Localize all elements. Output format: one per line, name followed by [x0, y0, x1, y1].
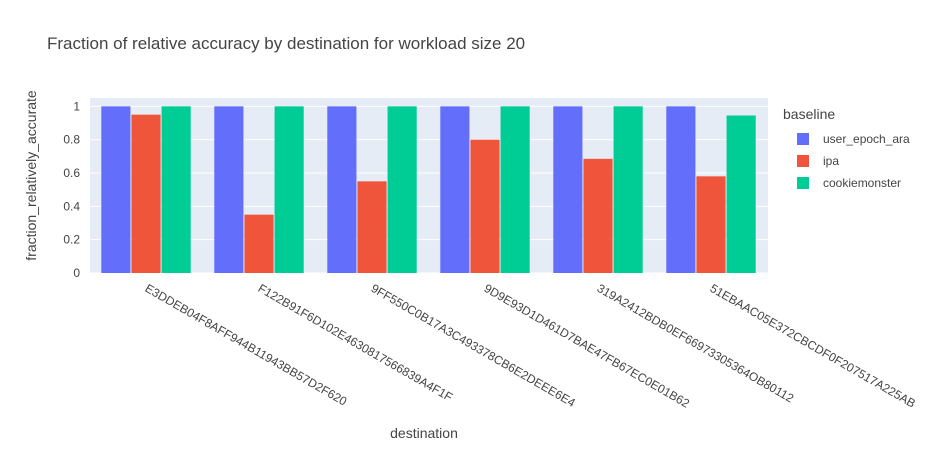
bar-cookiemonster[interactable] [274, 106, 304, 273]
bar-ipa[interactable] [696, 176, 726, 273]
x-axis-label: destination [390, 425, 458, 441]
plot-background [90, 98, 768, 273]
legend-title: baseline [783, 106, 836, 122]
bar-ipa[interactable] [357, 181, 387, 273]
legend-item-user-epoch-ara[interactable]: user_epoch_ara [783, 128, 910, 150]
legend-swatch [797, 133, 809, 145]
y-tick-label: 1 [73, 99, 80, 113]
y-tick-label: 0.8 [63, 133, 80, 147]
bar-user_epoch_ara[interactable] [553, 106, 583, 273]
y-axis-label: fraction_relatively_accurate [23, 90, 39, 261]
x-tick-label: 51EBAAC05E372CBCDF0F207517A225AB [708, 281, 918, 411]
grid-lines [90, 105, 768, 274]
chart-title: Fraction of relative accuracy by destina… [47, 34, 526, 53]
x-tick-label: 319A2412BDB0EF66973305364OB80112 [595, 281, 797, 406]
bar-cookiemonster[interactable] [500, 106, 530, 273]
legend-label: cookiemonster [823, 176, 902, 190]
x-tick-labels: E3DDEB04F8AFF944B11943BB57D2F620F122B91F… [143, 281, 918, 411]
legend-item-cookiemonster[interactable]: cookiemonster [783, 172, 910, 194]
bar-user_epoch_ara[interactable] [214, 106, 244, 273]
x-tick-label: F122B91F6D102E4630817566839A4F1F [256, 281, 455, 404]
bar-cookiemonster[interactable] [613, 106, 643, 273]
bar-user_epoch_ara[interactable] [440, 106, 470, 273]
bar-ipa[interactable] [131, 114, 161, 274]
x-tick-label: 9D9E93D1D461D7BAE47FB67EC0E01B62 [482, 281, 693, 411]
bar-ipa[interactable] [244, 214, 274, 273]
legend-swatch [797, 155, 809, 167]
y-tick-label: 0.2 [63, 233, 80, 247]
bar-cookiemonster[interactable] [387, 106, 417, 273]
y-tick-labels: 0 0.2 0.4 0.6 0.8 1 [63, 99, 80, 280]
legend: baseline user_epoch_ara ipa cookiemonste… [783, 106, 910, 194]
bars [101, 106, 756, 274]
y-tick-label: 0.6 [63, 166, 80, 180]
bar-user_epoch_ara[interactable] [327, 106, 357, 273]
bar-user_epoch_ara[interactable] [666, 106, 696, 273]
legend-item-ipa[interactable]: ipa [783, 150, 910, 172]
legend-label: ipa [823, 154, 840, 168]
x-tick-label: E3DDEB04F8AFF944B11943BB57D2F620 [143, 281, 350, 409]
bar-user_epoch_ara[interactable] [101, 106, 131, 273]
bar-ipa[interactable] [470, 139, 500, 273]
legend-label: user_epoch_ara [823, 132, 910, 146]
y-tick-label: 0 [73, 266, 80, 280]
bar-cookiemonster[interactable] [161, 106, 191, 273]
bar-cookiemonster[interactable] [726, 115, 756, 274]
bar-ipa[interactable] [583, 158, 613, 273]
y-tick-label: 0.4 [63, 199, 80, 213]
legend-swatch [797, 177, 809, 189]
x-tick-label: 9FF550C0B17A3C493378CB6E2DEEE6E4 [369, 281, 578, 410]
